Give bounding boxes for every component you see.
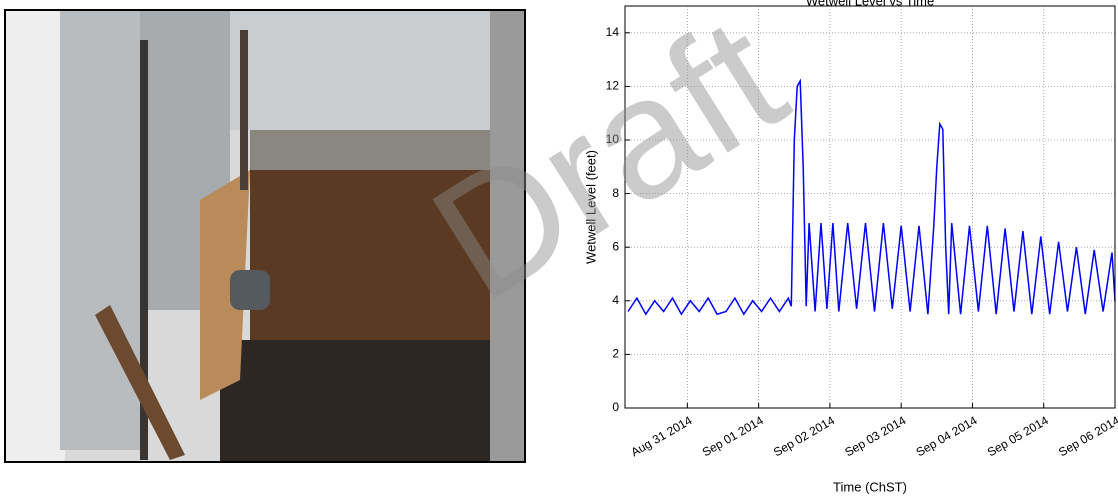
figure: Wetwell Level vs Time Time (ChST) Wetwel…: [0, 0, 1118, 497]
x-tick-label: Sep 03 2014: [842, 413, 908, 459]
page: Wetwell Level vs Time Time (ChST) Wetwel…: [0, 0, 1118, 497]
x-tick-label: Sep 04 2014: [914, 413, 980, 459]
y-tick-label: 2: [612, 347, 619, 361]
x-axis-label: Time (ChST): [833, 479, 907, 494]
x-tick-label: Aug 31 2014: [629, 413, 695, 459]
y-tick-label: 14: [606, 25, 620, 39]
y-tick-label: 4: [612, 293, 619, 307]
x-tick-label: Sep 02 2014: [771, 413, 837, 459]
x-tick-label: Sep 06 2014: [1056, 413, 1118, 459]
x-tick-label: Sep 01 2014: [700, 413, 766, 459]
x-tick-label: Sep 05 2014: [985, 413, 1051, 459]
y-tick-label: 0: [612, 400, 619, 414]
